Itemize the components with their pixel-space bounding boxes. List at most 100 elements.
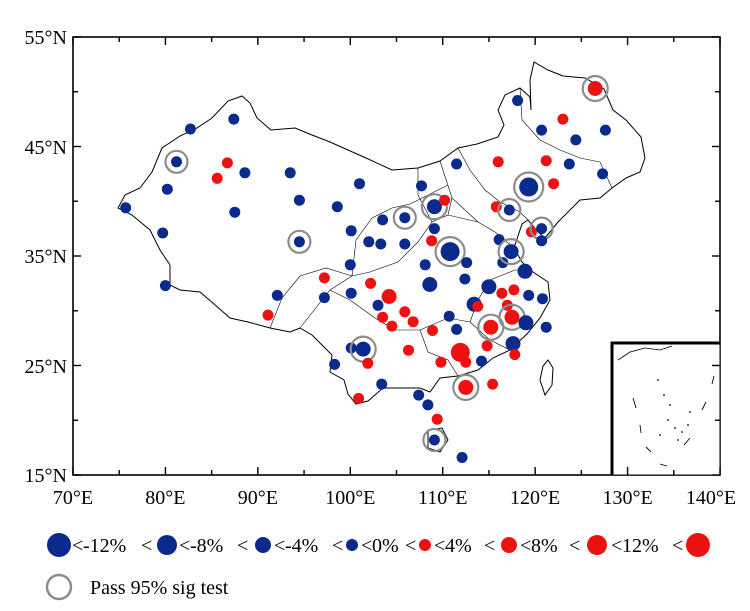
station-marker [517, 263, 533, 279]
station-marker [509, 349, 521, 361]
legend-sig-label: Pass 95% sig test [90, 577, 229, 599]
station-marker [239, 167, 251, 179]
station-marker [284, 167, 296, 179]
station-marker [548, 178, 560, 190]
station-marker [458, 379, 474, 395]
significance-ring [497, 197, 522, 223]
legend-sep: < [141, 535, 152, 557]
significance-ring [434, 236, 466, 268]
legend-sep: < [274, 535, 285, 557]
legend-marker-pos-1 [419, 539, 431, 551]
legend-marker-neg-1 [346, 539, 358, 551]
station-marker [157, 227, 169, 239]
station-marker [512, 95, 524, 106]
station-marker [161, 183, 173, 195]
scs-inset [610, 341, 721, 476]
station-marker [460, 356, 472, 368]
legend-sep: < [434, 535, 445, 557]
station-marker [407, 316, 419, 328]
station-marker [221, 157, 233, 169]
station-marker [363, 236, 375, 248]
station-marker [597, 168, 609, 180]
station-marker [487, 378, 499, 390]
station-marker [540, 155, 552, 167]
legend-marker-neg-3 [157, 535, 177, 555]
legend: < -12% < < -8% < < -4% < < 0% < < 4% < <… [45, 533, 710, 601]
legend-sep: < [569, 535, 580, 557]
legend-sep: < [405, 535, 416, 557]
lat-tick-label: 35°N [25, 246, 67, 268]
station-marker [518, 315, 534, 331]
lon-tick-label: 100°E [325, 487, 375, 509]
station-marker [345, 225, 357, 237]
lon-tick-label: 70°E [53, 487, 93, 509]
legend-sep: < [179, 535, 190, 557]
station-marker [440, 242, 460, 262]
station-marker [481, 279, 497, 295]
significance-ring [420, 193, 448, 221]
legend-sep: < [361, 535, 372, 557]
station-marker [228, 113, 240, 125]
station-marker [329, 358, 341, 370]
lon-tick-label: 110°E [418, 487, 467, 509]
legend-label: -12% [83, 535, 126, 557]
taiwan-island [539, 359, 554, 397]
station-marker [503, 244, 519, 260]
lon-tick-label: 130°E [602, 487, 652, 509]
lon-tick-labels: 70°E 80°E 90°E 100°E 110°E 120°E 130°E 1… [53, 487, 736, 509]
legend-label: -4% [285, 535, 318, 557]
station-marker [262, 309, 274, 321]
station-marker [459, 273, 471, 285]
station-marker [481, 340, 493, 352]
station-marker [505, 336, 521, 352]
legend-label: 12% [622, 535, 659, 557]
station-marker [386, 320, 398, 332]
station-marker [426, 235, 438, 247]
station-marker [331, 201, 343, 213]
station-marker [461, 257, 473, 269]
station-marker [427, 325, 438, 336]
legend-label: 8% [531, 535, 558, 557]
station-marker [159, 280, 171, 292]
station-marker [403, 344, 414, 356]
station-marker [120, 202, 132, 214]
significance-ring [392, 205, 417, 230]
station-marker [508, 284, 520, 296]
station-marker [211, 172, 223, 184]
station-marker [293, 194, 305, 206]
lon-tick-label: 120°E [510, 487, 560, 509]
station-marker [451, 323, 463, 335]
inset-islands [657, 379, 691, 441]
station-marker [365, 277, 377, 289]
legend-label: 4% [445, 535, 472, 557]
inset-frame [611, 342, 721, 476]
station-marker [497, 257, 509, 269]
station-marker [476, 355, 487, 367]
legend-label: 0% [372, 535, 399, 557]
station-marker [355, 341, 371, 357]
lat-tick-labels: 55°N 45°N 35°N 25°N 15°N [25, 27, 67, 487]
inset-coastline [617, 345, 673, 361]
station-marker [443, 310, 455, 322]
station-marker [536, 235, 548, 247]
station-marker [171, 156, 182, 168]
station-marker [184, 123, 196, 135]
station-marker [519, 177, 539, 197]
station-marker [318, 292, 330, 304]
station-marker [536, 124, 548, 136]
station-marker [426, 199, 442, 215]
station-marker [439, 194, 451, 206]
station-marker [381, 289, 397, 304]
station-marker [229, 206, 241, 218]
lon-tick-label: 140°E [686, 487, 736, 509]
station-marker [399, 212, 411, 224]
legend-sep: < [611, 535, 622, 557]
station-marker [345, 287, 357, 299]
station-marker [503, 204, 515, 216]
legend-sep: < [237, 535, 248, 557]
station-marker [451, 158, 463, 170]
lat-tick-label: 15°N [25, 465, 67, 487]
station-marker [563, 158, 575, 170]
station-marker [344, 259, 356, 271]
significance-ring [452, 373, 480, 401]
